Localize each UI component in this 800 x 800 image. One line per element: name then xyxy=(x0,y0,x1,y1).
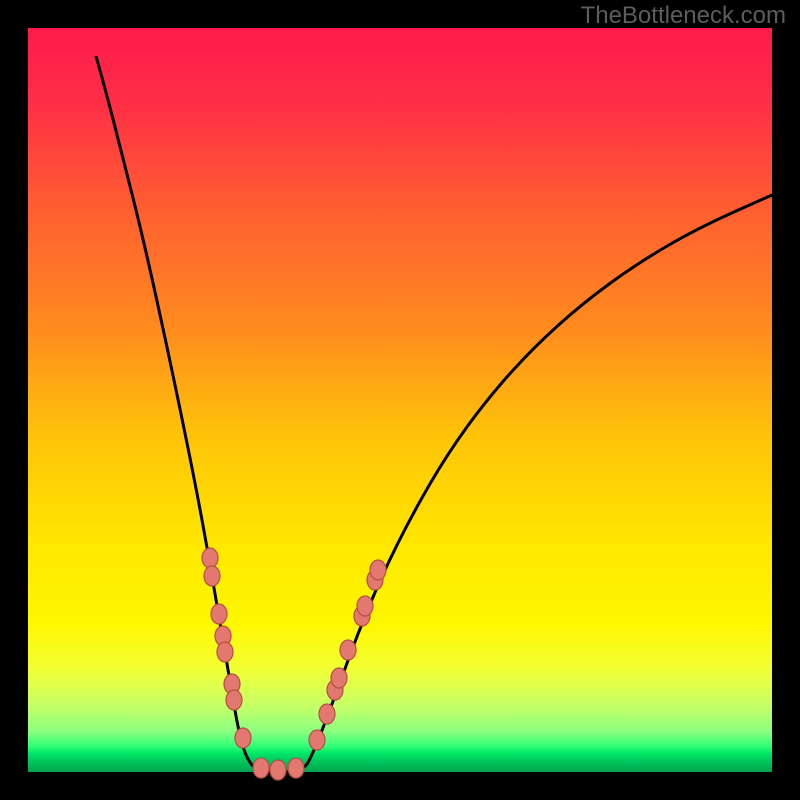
data-point xyxy=(235,728,251,748)
chart-container: TheBottleneck.com xyxy=(0,0,800,800)
data-point xyxy=(340,640,356,660)
data-point xyxy=(202,548,218,568)
gradient-background xyxy=(28,28,772,772)
data-point xyxy=(357,596,373,616)
data-point xyxy=(309,730,325,750)
data-point xyxy=(319,704,335,724)
data-point xyxy=(370,560,386,580)
bottleneck-chart xyxy=(0,0,800,800)
data-point xyxy=(211,604,227,624)
data-point xyxy=(270,760,286,780)
data-point xyxy=(253,758,269,778)
data-point xyxy=(288,758,304,778)
data-point xyxy=(217,642,233,662)
data-point xyxy=(331,668,347,688)
watermark-text: TheBottleneck.com xyxy=(581,2,786,30)
data-point xyxy=(226,690,242,710)
data-point xyxy=(204,566,220,586)
